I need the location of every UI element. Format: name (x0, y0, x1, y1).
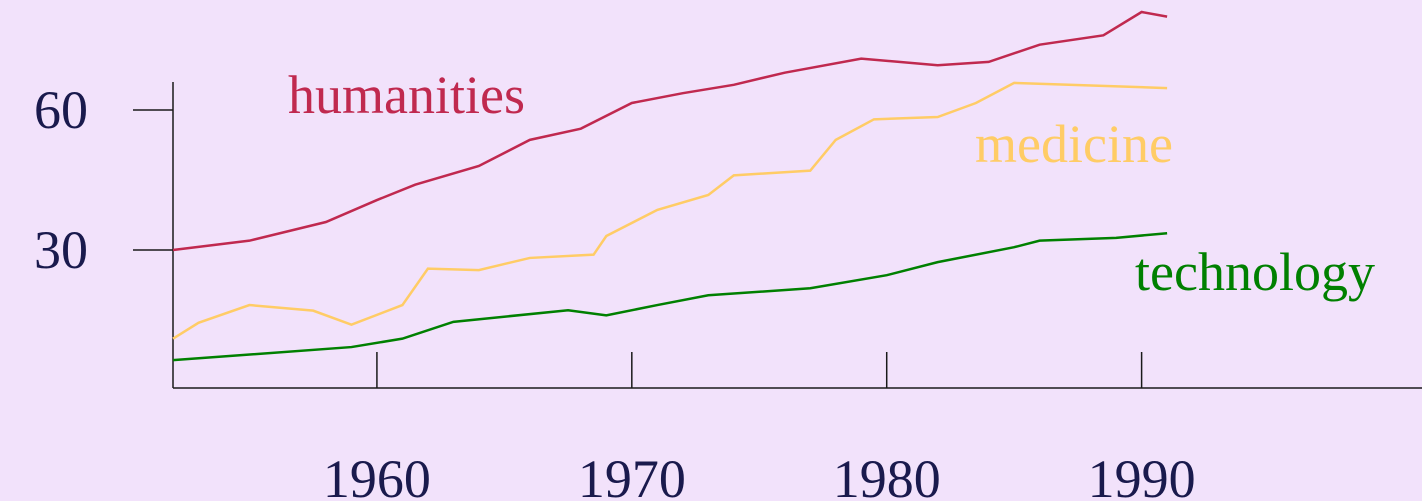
series-line (172, 231, 1168, 362)
y-tick-label: 60 (34, 80, 88, 140)
series-line (172, 10, 1168, 252)
series-line (172, 81, 1168, 340)
series-label: medicine (975, 114, 1173, 174)
x-tick-label: 1990 (1088, 449, 1196, 501)
x-tick-label: 1960 (323, 449, 431, 501)
y-tick-label: 30 (34, 220, 88, 280)
series-label: humanities (288, 65, 525, 125)
x-tick-label: 1970 (578, 449, 686, 501)
series-label: technology (1135, 242, 1375, 302)
x-tick-label: 1980 (833, 449, 941, 501)
